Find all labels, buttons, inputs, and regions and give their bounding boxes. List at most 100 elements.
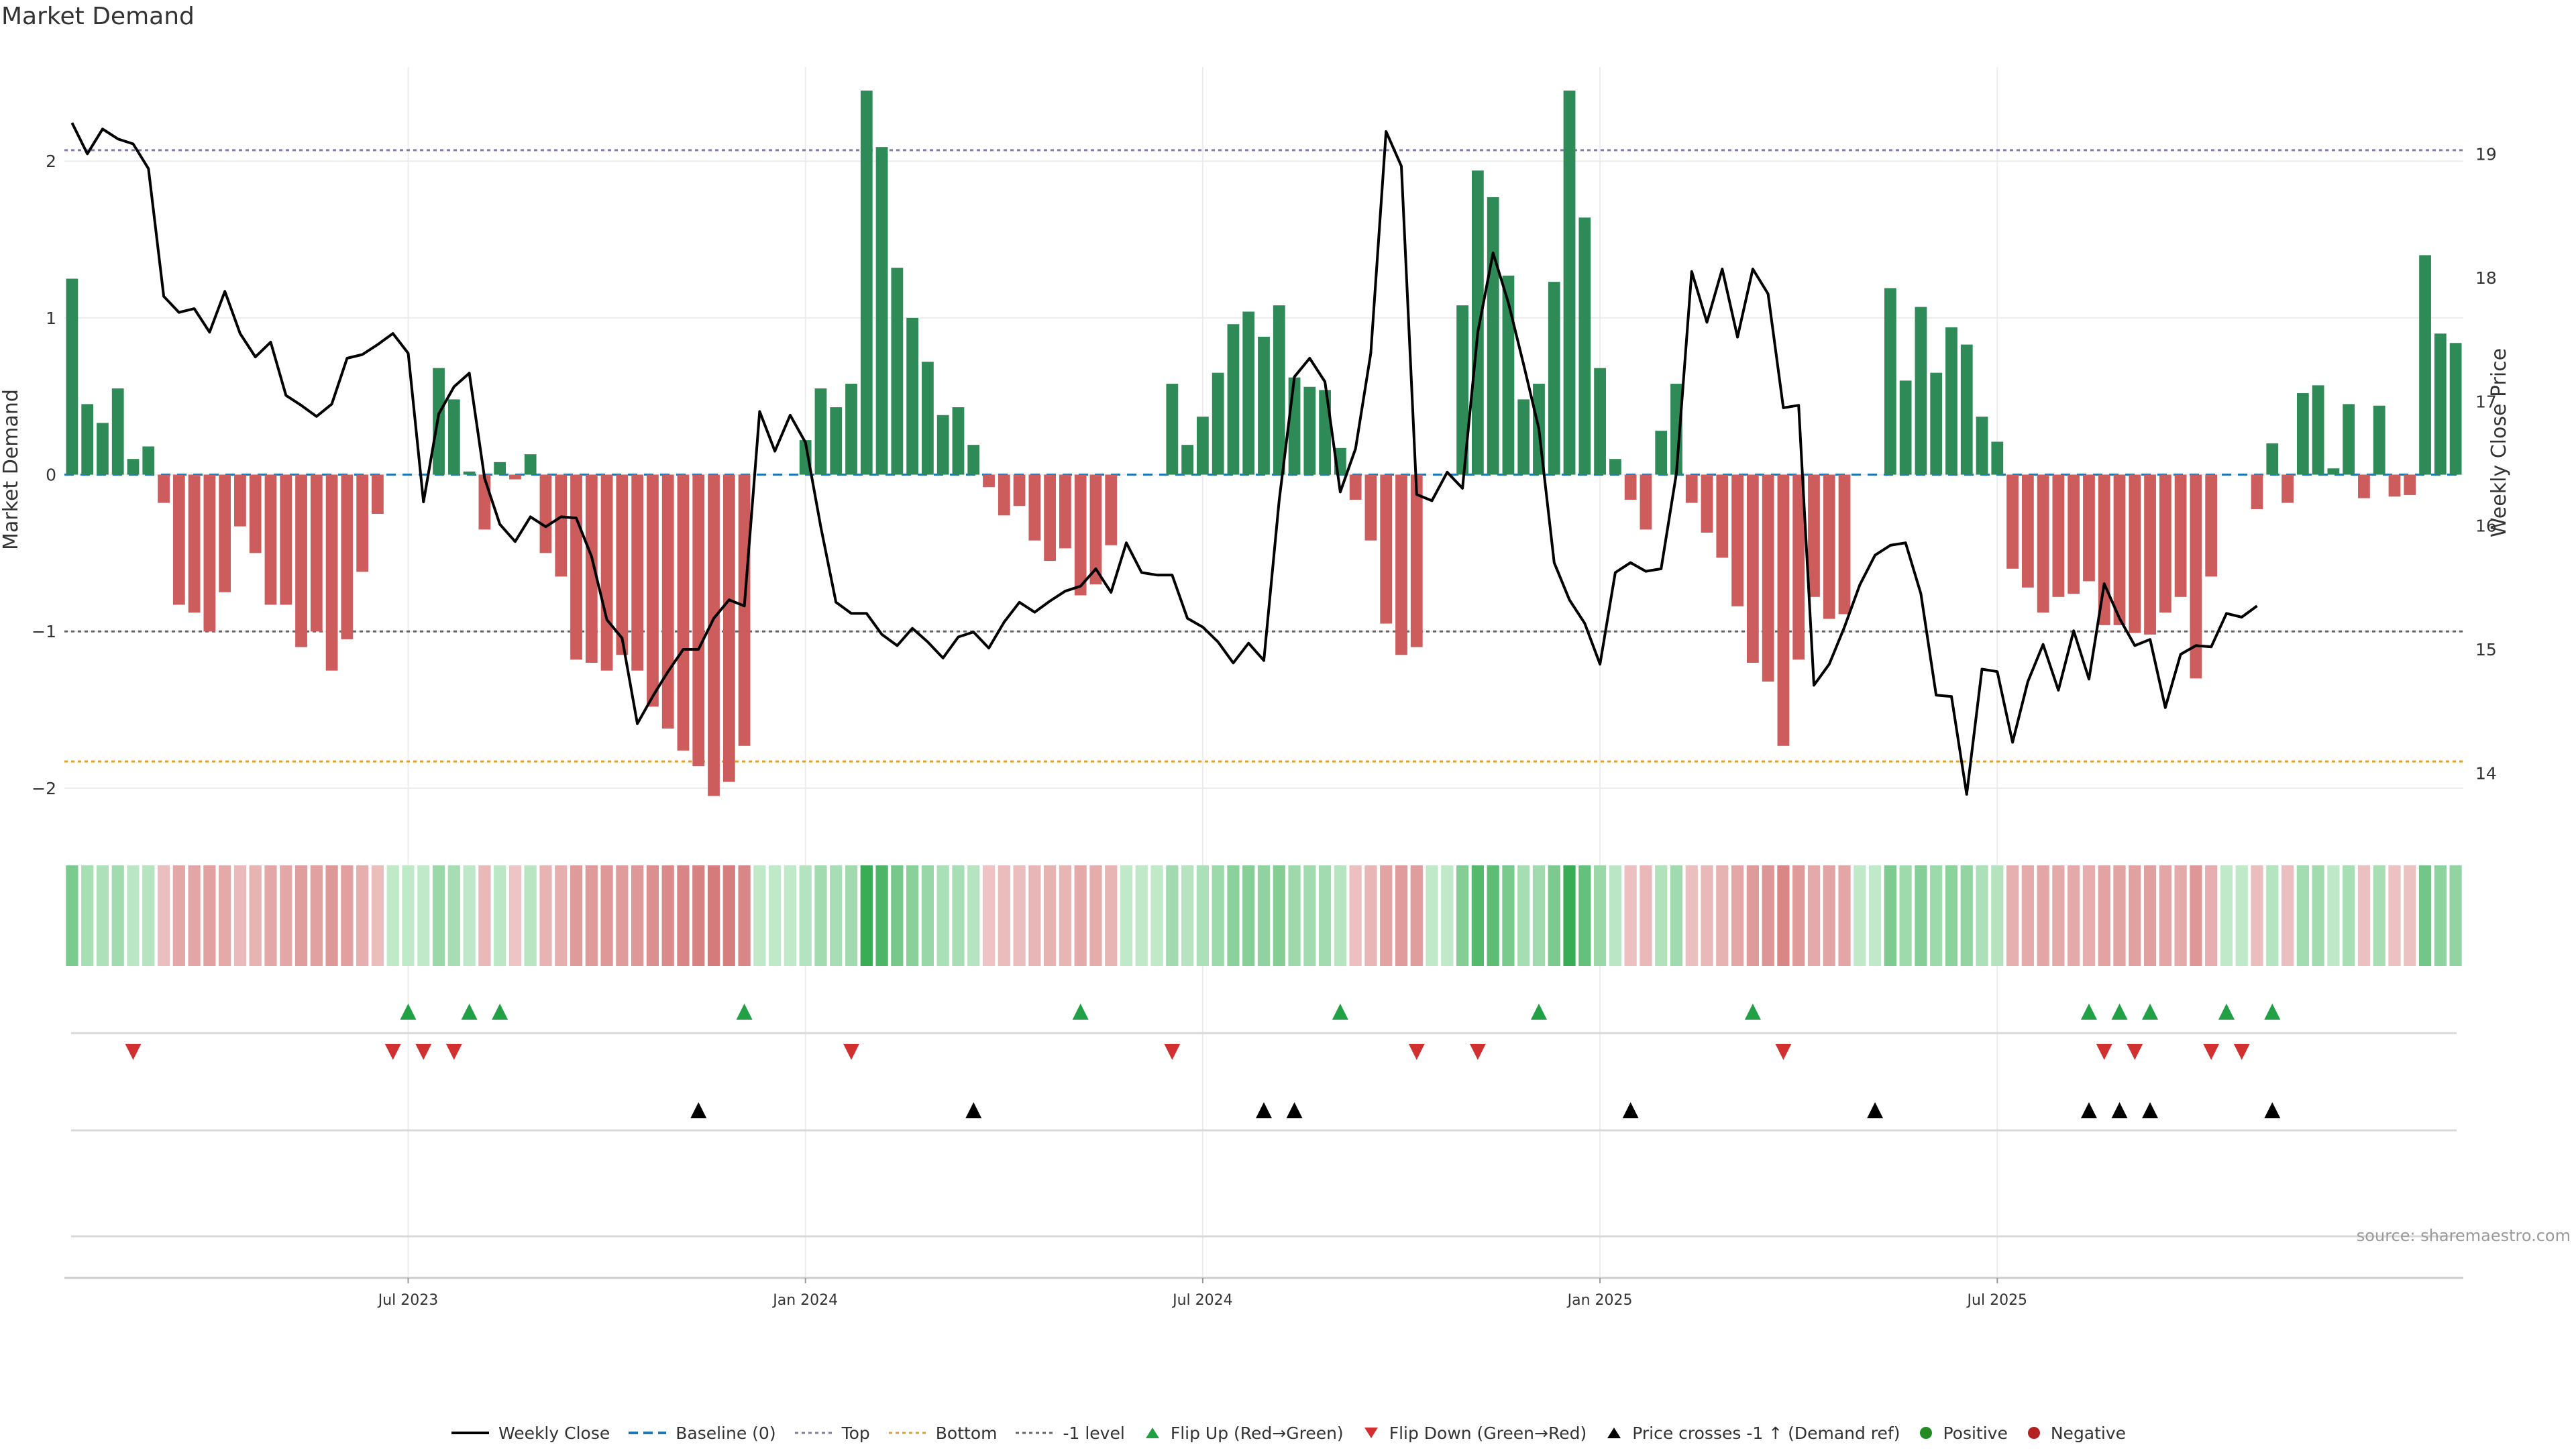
legend-label: Flip Down (Green→Red)	[1389, 1423, 1587, 1443]
strip-cell	[1089, 865, 1102, 966]
demand-bar	[1258, 336, 1270, 475]
y2-tick-label: 19	[2475, 144, 2497, 164]
flip-down-marker	[843, 1044, 860, 1060]
event-markers	[71, 1004, 2457, 1238]
strip-cell	[2343, 865, 2355, 966]
source-note: source: sharemaestro.com	[2357, 1226, 2571, 1245]
strip-cell	[845, 865, 858, 966]
legend-item: Bottom	[888, 1424, 997, 1443]
demand-bar	[219, 474, 231, 592]
demand-bar	[2266, 443, 2279, 475]
strip-cell	[692, 865, 705, 966]
demand-bar	[1395, 474, 1407, 655]
price-cross-marker	[2142, 1102, 2159, 1118]
strip-cell	[1380, 865, 1393, 966]
strip-cell	[1915, 865, 1927, 966]
x-tick-label: Jan 2024	[771, 1292, 838, 1309]
strip-cell	[1976, 865, 1988, 966]
strip-cell	[616, 865, 629, 966]
demand-bar	[203, 474, 216, 632]
strip-cell	[1532, 865, 1546, 966]
strip-cell	[570, 865, 583, 966]
strip-cell	[2205, 865, 2218, 966]
strip-cell	[1227, 865, 1240, 966]
strip-cell	[2129, 865, 2141, 966]
demand-bar	[356, 474, 369, 572]
strip-cell	[478, 865, 491, 966]
strip-cell	[738, 865, 751, 966]
legend-swatch	[627, 1426, 667, 1440]
strip-cell	[585, 865, 598, 966]
demand-bar	[1594, 368, 1606, 475]
demand-bar	[2205, 474, 2218, 577]
demand-bar	[372, 474, 384, 514]
strip-cell	[1624, 865, 1637, 966]
y-axis-label: Market Demand	[0, 389, 23, 550]
demand-bar	[2449, 343, 2462, 475]
strip-cell	[1456, 865, 1469, 966]
strip-cell	[1318, 865, 1332, 966]
legend-swatch	[1604, 1425, 1624, 1441]
demand-bar	[66, 278, 78, 475]
flip-down-marker	[2203, 1044, 2220, 1060]
y2-tick-label: 17	[2475, 392, 2497, 412]
strip-cell	[677, 865, 690, 966]
demand-bar	[1838, 474, 1851, 614]
strip-cell	[1609, 865, 1621, 966]
y2-tick-label: 18	[2475, 268, 2497, 288]
demand-bar	[1166, 384, 1179, 475]
strip-cell	[2434, 865, 2447, 966]
demand-bar	[1563, 91, 1576, 475]
strip-cell	[1242, 865, 1255, 966]
price-cross-marker	[1286, 1102, 1303, 1118]
strip-cell	[921, 865, 934, 966]
y-tick-label: 2	[46, 152, 56, 171]
legend-swatch	[888, 1426, 928, 1440]
demand-bar	[1884, 288, 1896, 475]
flip-up-marker	[1072, 1004, 1089, 1020]
strip-cell	[2082, 865, 2096, 966]
demand-bar	[509, 474, 521, 480]
strip-cell	[661, 865, 674, 966]
demand-bar	[922, 362, 934, 475]
strip-cell	[1854, 865, 1866, 966]
y-tick-label: −1	[32, 622, 56, 641]
demand-bar	[647, 474, 659, 707]
strip-cell	[1563, 865, 1576, 966]
strip-cell	[1593, 865, 1607, 966]
demand-bar	[616, 474, 629, 655]
demand-bar	[2404, 474, 2416, 495]
y-tick-label: 1	[46, 309, 56, 328]
demand-bar	[1777, 474, 1790, 746]
strip-cell	[127, 865, 140, 966]
strip-cell	[310, 865, 323, 966]
demand-bar	[1640, 474, 1652, 530]
strip-cell	[463, 865, 476, 966]
strip-cell	[1945, 865, 1958, 966]
y-tick-label: −2	[32, 779, 56, 798]
strip-cell	[539, 865, 552, 966]
weekly-close-line	[70, 122, 2258, 796]
demand-bar	[1089, 474, 1102, 585]
strip-cell	[799, 865, 812, 966]
strip-cell	[1807, 865, 1821, 966]
demand-bar	[2083, 474, 2095, 582]
demand-bar	[494, 462, 506, 475]
demand-bar	[2174, 474, 2187, 597]
strip-cell	[2113, 865, 2126, 966]
x-tick-label: Jan 2025	[1566, 1292, 1633, 1309]
legend-label: Flip Up (Red→Green)	[1170, 1423, 1344, 1443]
demand-bar	[860, 91, 873, 475]
strip-cell	[1150, 865, 1163, 966]
strip-cell	[707, 865, 720, 966]
demand-bar	[1456, 305, 1468, 475]
demand-bar	[1823, 474, 1835, 619]
strip-cell	[2235, 865, 2248, 966]
strip-cell	[875, 865, 888, 966]
legend: Weekly Close Baseline (0) Top Bottom -1 leve…	[0, 1419, 2576, 1447]
strip-cell	[386, 865, 399, 966]
strip-cell	[157, 865, 170, 966]
strip-cell	[1303, 865, 1316, 966]
price-cross-marker	[2264, 1102, 2281, 1118]
